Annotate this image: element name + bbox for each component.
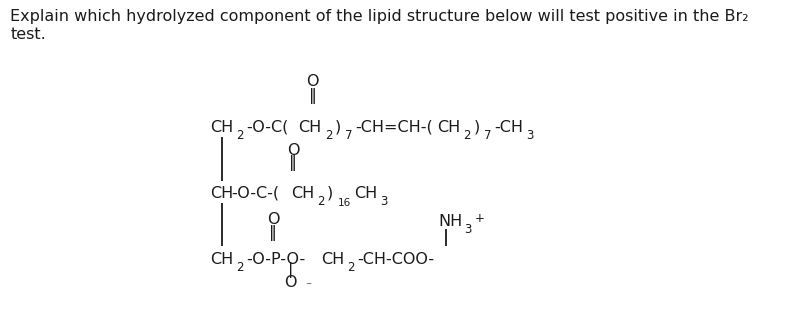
Text: 3: 3 [380,195,387,208]
Text: O: O [287,143,299,158]
Text: 2: 2 [325,129,332,143]
Text: CH: CH [321,252,344,267]
Text: 3: 3 [526,129,533,143]
Text: 3: 3 [464,223,471,236]
Text: ): ) [474,120,480,135]
Text: -CH-COO-: -CH-COO- [357,252,434,267]
Text: CH: CH [291,186,314,201]
Text: ): ) [327,186,333,201]
Text: -O-C-(: -O-C-( [231,186,280,201]
Text: 2: 2 [347,261,354,274]
Text: CH: CH [210,252,233,267]
Text: ‖: ‖ [289,155,297,171]
Text: CH: CH [437,120,460,135]
Text: |: | [288,262,293,278]
Text: O: O [284,275,297,290]
Text: NH: NH [438,214,463,229]
Text: CH: CH [354,186,377,201]
Text: -CH: -CH [494,120,524,135]
Text: O: O [307,74,319,89]
Text: 2: 2 [317,195,324,208]
Text: CH: CH [210,186,233,201]
Text: ): ) [335,120,341,135]
Text: -O-P-O-: -O-P-O- [246,252,306,267]
Text: 7: 7 [345,129,352,143]
Text: 2: 2 [236,129,243,143]
Text: -CH=CH-(: -CH=CH-( [356,120,433,135]
Text: ‖: ‖ [309,88,317,104]
Text: Explain which hydrolyzed component of the lipid structure below will test positi: Explain which hydrolyzed component of th… [10,9,748,42]
Text: ⁻: ⁻ [305,280,311,293]
Text: O: O [267,212,280,227]
Text: 2: 2 [236,261,243,274]
Text: CH: CH [299,120,322,135]
Text: 7: 7 [484,129,491,143]
Text: CH: CH [210,120,233,135]
Text: -O-C(: -O-C( [246,120,289,135]
Text: 16: 16 [337,198,351,208]
Text: 2: 2 [463,129,470,143]
Text: +: + [474,212,484,225]
Text: ‖: ‖ [269,225,277,241]
